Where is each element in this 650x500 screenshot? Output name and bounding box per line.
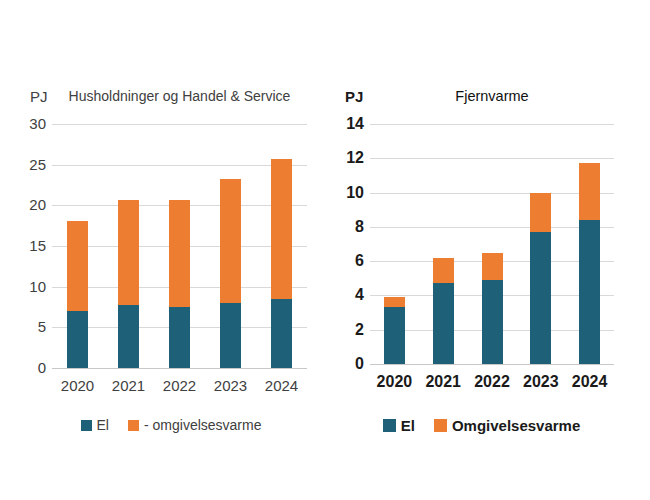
stacked-bar-2022: [169, 200, 190, 368]
y-axis-tick-label: 20: [12, 195, 46, 215]
legend-label: El: [97, 417, 109, 433]
bar-segment-el: [271, 299, 292, 368]
legend: El - omgivelsesvarme: [25, 416, 317, 434]
stacked-bar-2022: [482, 253, 503, 364]
stacked-bar-2021: [433, 258, 454, 364]
bar-segment-omgivelsesvarme: [530, 193, 551, 232]
chart-husholdninger-handel-service: PJ Husholdninger og Handel & Service 051…: [25, 86, 317, 446]
bar-segment-omgivelsesvarme: [169, 200, 190, 307]
y-axis-tick-label: 25: [12, 155, 46, 175]
legend-item: - omgivelsesvarme: [128, 417, 261, 433]
stacked-bar-2023: [530, 193, 551, 364]
y-axis-tick-label: 6: [330, 251, 364, 271]
bar-segment-el: [384, 307, 405, 364]
y-axis-tick-label: 15: [12, 236, 46, 256]
chart-title: Fjernvarme: [370, 88, 614, 104]
legend-swatch-icon: [383, 419, 396, 432]
bar-segment-el: [579, 220, 600, 364]
stacked-bar-2020: [384, 297, 405, 364]
gridline: [370, 124, 614, 125]
bar-segment-omgivelsesvarme: [384, 297, 405, 307]
chart-title: Husholdninger og Handel & Service: [52, 88, 307, 104]
stacked-bar-charts-figure: PJ Husholdninger og Handel & Service 051…: [0, 0, 650, 500]
y-axis-tick-label: 5: [12, 317, 46, 337]
stacked-bar-2020: [67, 221, 88, 368]
legend-label: - omgivelsesvarme: [144, 417, 261, 433]
gridline: [52, 165, 307, 166]
stacked-bar-2024: [579, 163, 600, 364]
bar-segment-el: [169, 307, 190, 368]
legend-item: Omgivelsesvarme: [434, 417, 580, 434]
x-axis-tick-label: 2024: [558, 373, 622, 391]
y-axis-tick-label: 12: [330, 148, 364, 168]
bar-segment-omgivelsesvarme: [482, 253, 503, 280]
bar-segment-el: [433, 283, 454, 364]
bar-segment-el: [530, 232, 551, 364]
y-axis-tick-label: 2: [330, 320, 364, 340]
bar-segment-el: [220, 303, 241, 368]
x-axis-tick-label: 2024: [250, 377, 314, 394]
y-axis-tick-label: 4: [330, 285, 364, 305]
gridline: [52, 124, 307, 125]
y-axis-tick-label: 0: [12, 358, 46, 378]
stacked-bar-2021: [118, 200, 139, 368]
y-axis-tick-label: 14: [330, 114, 364, 134]
x-axis-line: [52, 368, 307, 369]
plot-area: 0246810121420202021202220232024: [370, 124, 614, 364]
y-axis-tick-label: 30: [12, 114, 46, 134]
legend-item: El: [81, 417, 109, 433]
stacked-bar-2024: [271, 159, 292, 368]
bar-segment-el: [482, 280, 503, 364]
legend-item: El: [383, 417, 415, 434]
bar-segment-el: [118, 305, 139, 368]
stacked-bar-2023: [220, 179, 241, 369]
gridline: [370, 158, 614, 159]
legend-label: El: [401, 417, 415, 434]
y-axis-tick-label: 0: [330, 354, 364, 374]
y-axis-unit-label: PJ: [345, 88, 363, 105]
bar-segment-el: [67, 311, 88, 368]
plot-area: 05101520253020202021202220232024: [52, 124, 307, 368]
bar-segment-omgivelsesvarme: [579, 163, 600, 220]
chart-header: PJ Fjernvarme: [333, 86, 630, 108]
legend-label: Omgivelsesvarme: [452, 417, 580, 434]
y-axis-tick-label: 10: [12, 277, 46, 297]
x-axis-line: [370, 364, 614, 365]
y-axis-tick-label: 10: [330, 183, 364, 203]
bar-segment-omgivelsesvarme: [67, 221, 88, 311]
bar-segment-omgivelsesvarme: [220, 179, 241, 303]
chart-fjernvarme: PJ Fjernvarme 02468101214202020212022202…: [333, 86, 630, 446]
gridline: [370, 193, 614, 194]
y-axis-unit-label: PJ: [30, 88, 48, 105]
legend-swatch-icon: [128, 420, 139, 431]
gridline: [370, 227, 614, 228]
y-axis-tick-label: 8: [330, 217, 364, 237]
legend-swatch-icon: [81, 420, 92, 431]
bar-segment-omgivelsesvarme: [271, 159, 292, 299]
legend-swatch-icon: [434, 419, 447, 432]
chart-header: PJ Husholdninger og Handel & Service: [25, 86, 317, 108]
legend: El Omgivelsesvarme: [333, 416, 630, 434]
bar-segment-omgivelsesvarme: [118, 200, 139, 305]
bar-segment-omgivelsesvarme: [433, 258, 454, 284]
